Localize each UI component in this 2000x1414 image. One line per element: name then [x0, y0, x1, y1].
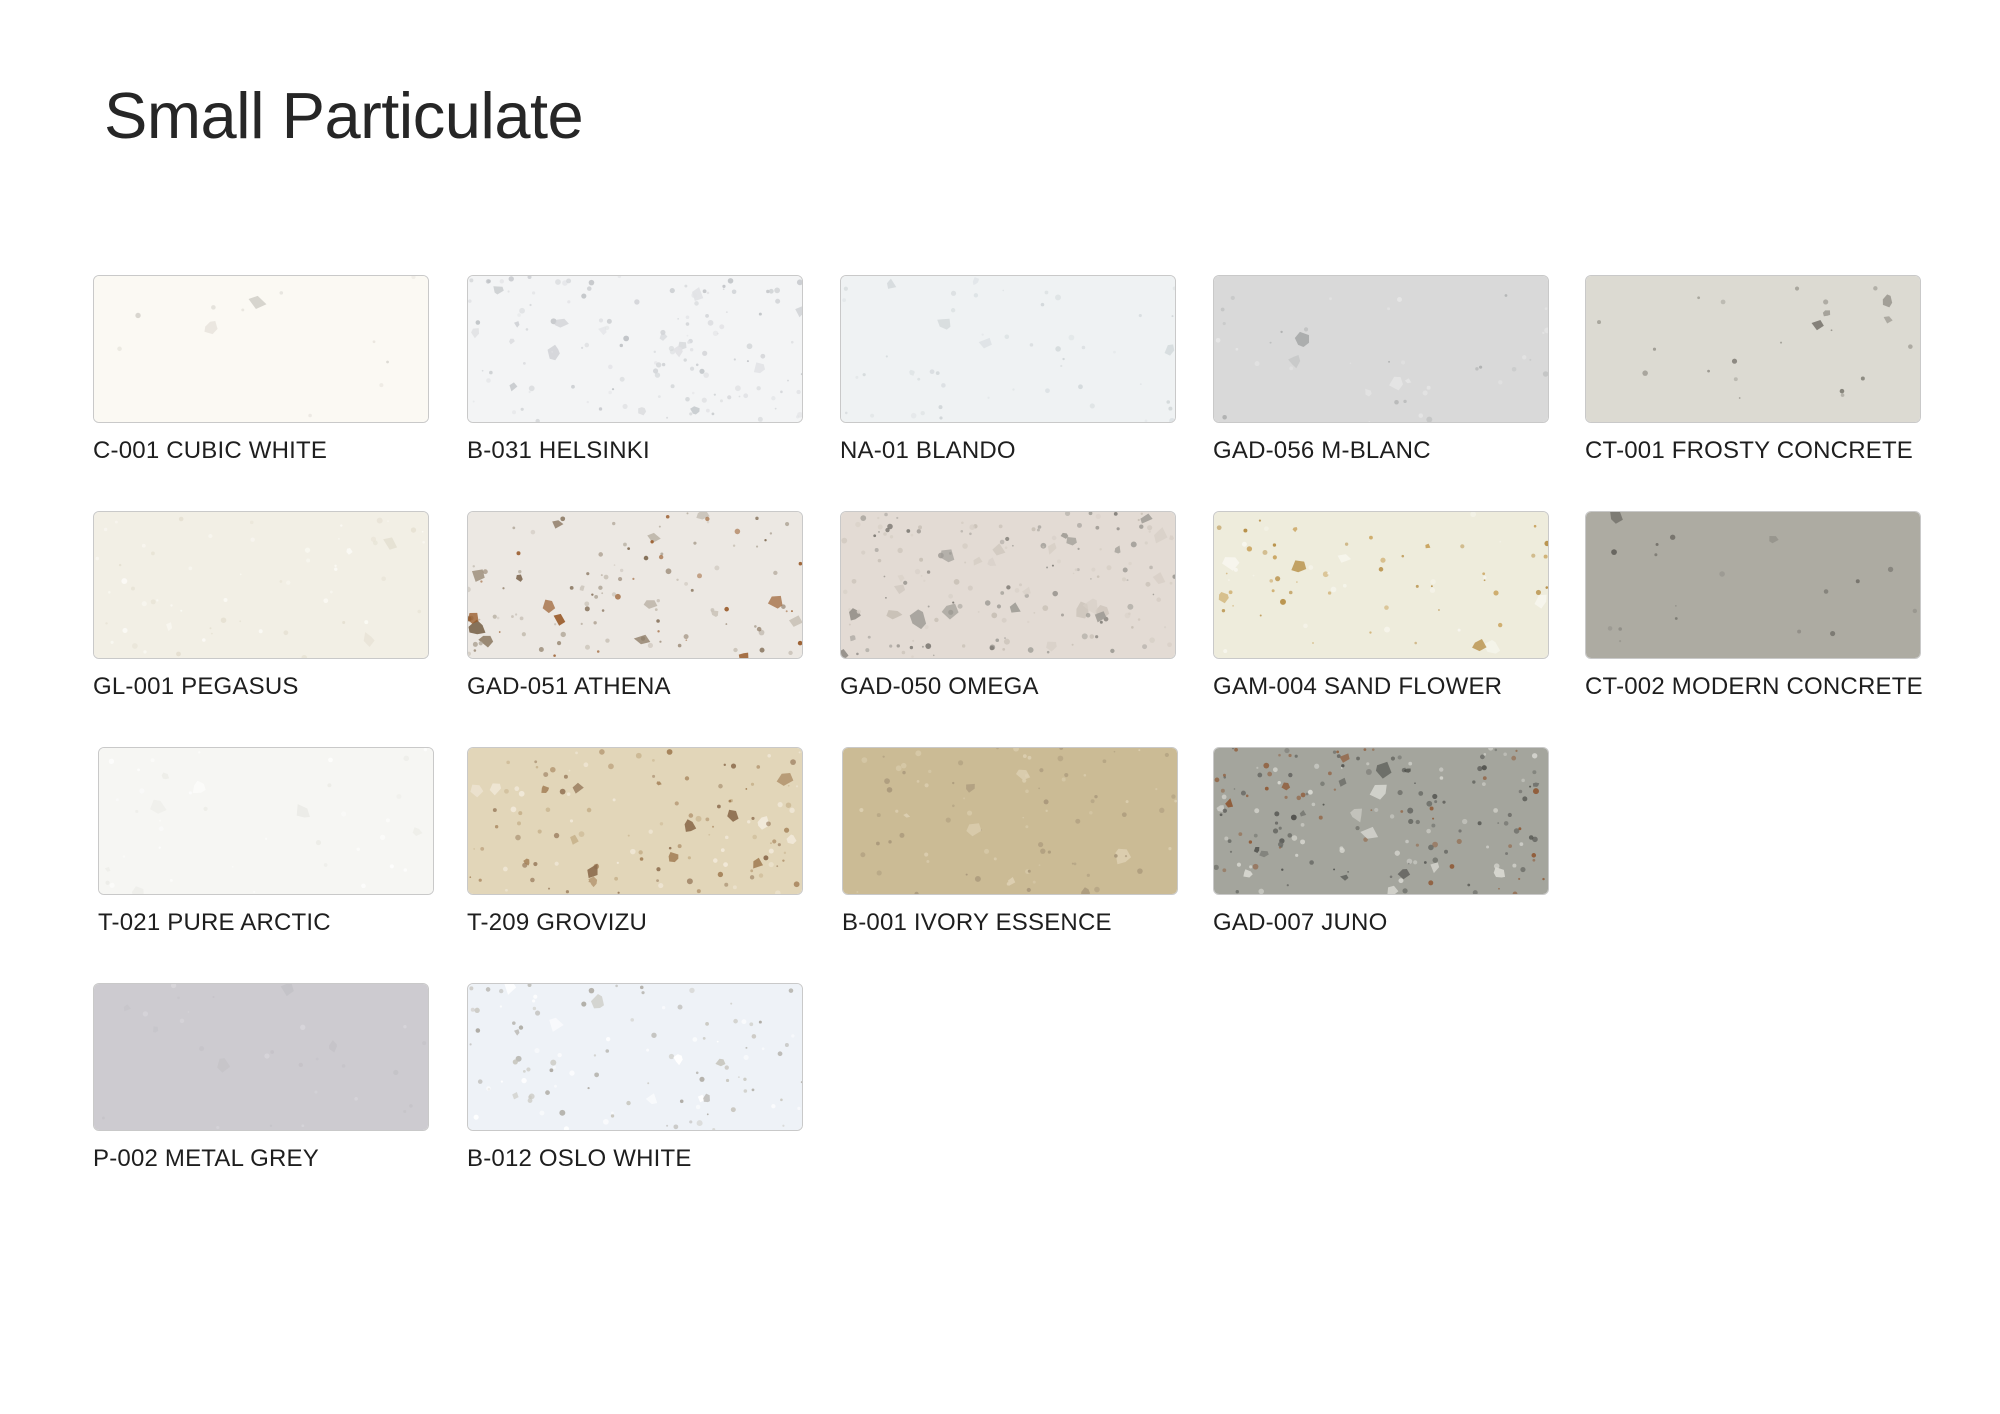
- swatch-grid: C-001 CUBIC WHITE B-031 HELSINKI NA-01 BLA…: [93, 275, 1923, 1195]
- swatch-card[interactable]: GL-001 PEGASUS: [93, 511, 429, 701]
- swatch-card[interactable]: B-012 OSLO WHITE: [467, 983, 803, 1173]
- swatch-texture-image[interactable]: [467, 511, 803, 659]
- swatch-label: GAD-051 ATHENA: [467, 673, 671, 700]
- swatch-card[interactable]: B-001 IVORY ESSENCE: [842, 747, 1178, 937]
- swatch-label: GAD-007 JUNO: [1213, 909, 1388, 936]
- swatch-card[interactable]: C-001 CUBIC WHITE: [93, 275, 429, 465]
- swatch-texture-image[interactable]: [467, 747, 803, 895]
- swatch-texture-image[interactable]: [1213, 275, 1549, 423]
- swatch-texture-image[interactable]: [93, 511, 429, 659]
- swatch-label: B-012 OSLO WHITE: [467, 1145, 692, 1172]
- swatch-label: GAD-050 OMEGA: [840, 673, 1039, 700]
- swatch-label: P-002 METAL GREY: [93, 1145, 319, 1172]
- swatch-card[interactable]: NA-01 BLANDO: [840, 275, 1176, 465]
- swatch-texture-image[interactable]: [467, 983, 803, 1131]
- swatch-label: B-031 HELSINKI: [467, 437, 650, 464]
- swatch-label: C-001 CUBIC WHITE: [93, 437, 328, 464]
- swatch-card[interactable]: CT-001 FROSTY CONCRETE: [1585, 275, 1921, 465]
- swatch-texture-image[interactable]: [842, 747, 1178, 895]
- swatch-card[interactable]: GAD-056 M-BLANC: [1213, 275, 1549, 465]
- swatch-label: CT-001 FROSTY CONCRETE: [1585, 437, 1914, 464]
- swatch-label: NA-01 BLANDO: [840, 437, 1016, 464]
- swatch-label: GL-001 PEGASUS: [93, 673, 299, 700]
- swatch-texture-image[interactable]: [1213, 511, 1549, 659]
- swatch-card[interactable]: GAD-051 ATHENA: [467, 511, 803, 701]
- swatch-texture-image[interactable]: [1213, 747, 1549, 895]
- page-title: Small Particulate: [104, 79, 584, 152]
- swatch-card[interactable]: GAM-004 SAND FLOWER: [1213, 511, 1549, 701]
- swatch-texture-image[interactable]: [93, 275, 429, 423]
- swatch-texture-image[interactable]: [840, 275, 1176, 423]
- swatch-card[interactable]: B-031 HELSINKI: [467, 275, 803, 465]
- swatch-label: GAD-056 M-BLANC: [1213, 437, 1431, 464]
- swatch-label: B-001 IVORY ESSENCE: [842, 909, 1112, 936]
- swatch-card[interactable]: P-002 METAL GREY: [93, 983, 429, 1173]
- swatch-card[interactable]: T-021 PURE ARCTIC: [98, 747, 434, 937]
- swatch-label: GAM-004 SAND FLOWER: [1213, 673, 1503, 700]
- swatch-card[interactable]: CT-002 MODERN CONCRETE: [1585, 511, 1923, 701]
- swatch-card[interactable]: GAD-007 JUNO: [1213, 747, 1549, 937]
- swatch-texture-image[interactable]: [840, 511, 1176, 659]
- swatch-label: CT-002 MODERN CONCRETE: [1585, 673, 1923, 700]
- swatch-texture-image[interactable]: [1585, 511, 1921, 659]
- swatch-card[interactable]: GAD-050 OMEGA: [840, 511, 1176, 701]
- swatch-texture-image[interactable]: [467, 275, 803, 423]
- swatch-label: T-021 PURE ARCTIC: [98, 909, 331, 936]
- swatch-texture-image[interactable]: [1585, 275, 1921, 423]
- swatch-card[interactable]: T-209 GROVIZU: [467, 747, 803, 937]
- swatch-label: T-209 GROVIZU: [467, 909, 647, 936]
- swatch-texture-image[interactable]: [93, 983, 429, 1131]
- swatch-texture-image[interactable]: [98, 747, 434, 895]
